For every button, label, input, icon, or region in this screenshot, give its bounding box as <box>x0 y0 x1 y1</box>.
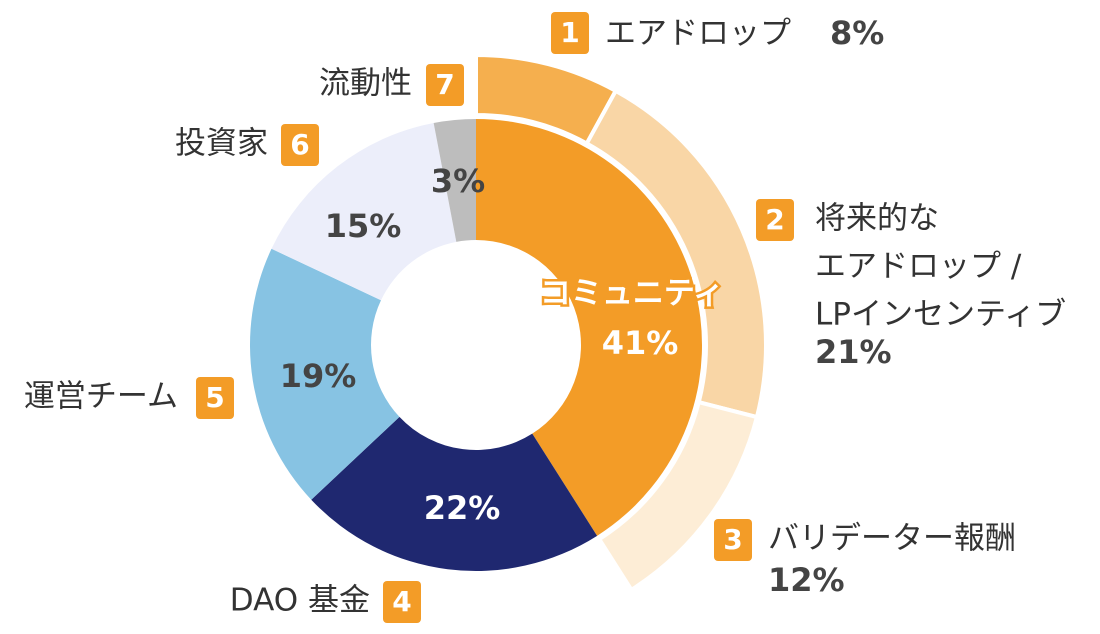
value-label: 15% <box>325 207 402 245</box>
badge-number: 6 <box>290 128 309 161</box>
category-label: DAO 基金 <box>230 583 370 619</box>
category-label: 投資家 <box>175 126 268 162</box>
category-label: LPインセンティブ <box>815 297 1066 333</box>
inner-slice <box>271 123 457 301</box>
inner-slice <box>476 119 702 536</box>
inner-slice <box>311 416 598 571</box>
category-label: バリデーター報酬 <box>768 521 1016 557</box>
badge-number: 5 <box>205 381 224 414</box>
badge-number: 1 <box>560 16 579 49</box>
value-label: 3% <box>431 162 485 200</box>
badge-number: 2 <box>765 203 784 236</box>
badge <box>281 124 319 166</box>
value-label: 19% <box>280 357 357 395</box>
value-label: 12% <box>768 561 845 599</box>
badge-number: 7 <box>435 68 454 101</box>
inner-slice <box>250 248 400 500</box>
value-label: 8% <box>830 14 884 52</box>
category-label: 流動性 <box>319 66 412 102</box>
category-label: エアドロップ <box>605 16 791 52</box>
outer-slice <box>596 399 760 593</box>
category-label: エアドロップ / <box>815 249 1022 285</box>
badge <box>196 377 234 419</box>
segment-label: コミュニティ <box>540 276 724 312</box>
badge <box>426 64 464 106</box>
badge <box>756 199 794 241</box>
badge <box>714 519 752 561</box>
category-label: 運営チーム <box>24 379 178 415</box>
value-label: 22% <box>424 489 501 527</box>
badge-number: 4 <box>392 585 411 618</box>
inner-slice <box>433 119 476 242</box>
badge <box>383 581 421 623</box>
category-label: 将来的な <box>815 201 939 237</box>
value-label: 21% <box>815 333 892 371</box>
badge <box>551 12 589 54</box>
value-label: 41% <box>602 324 679 362</box>
badge-number: 3 <box>723 523 742 556</box>
